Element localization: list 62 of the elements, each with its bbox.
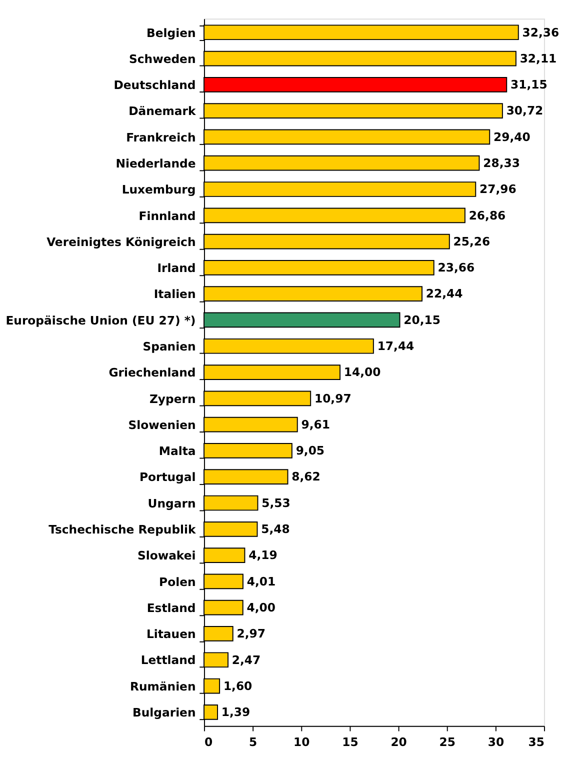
data-label: 4,01 — [246, 574, 276, 588]
y-tick-label: Europäische Union (EU 27) *) — [6, 313, 196, 328]
y-tick-label: Rumänien — [130, 679, 196, 694]
y-tick-label: Slowakei — [137, 548, 196, 563]
x-tick-label: 15 — [342, 734, 358, 749]
x-tick-label: 20 — [390, 734, 407, 749]
y-tick-label: Litauen — [146, 627, 196, 642]
y-tick-label: Belgien — [146, 26, 196, 40]
x-tick-label: 25 — [439, 734, 456, 749]
data-label: 20,15 — [404, 312, 440, 327]
y-tick-label: Finnland — [138, 208, 196, 223]
x-tick-label: 30 — [488, 734, 504, 749]
data-label: 29,40 — [494, 130, 530, 144]
data-label: 31,15 — [510, 78, 548, 92]
x-tick-label: 5 — [249, 734, 258, 749]
data-label: 17,44 — [377, 339, 414, 354]
x-tick-label: 10 — [294, 734, 310, 749]
y-tick-label: Niederlande — [116, 156, 196, 170]
data-label: 10,97 — [314, 391, 352, 406]
data-label: 4,19 — [248, 548, 278, 562]
y-tick-label: Vereinigtes Königreich — [46, 234, 196, 249]
data-label: 32,36 — [522, 25, 560, 40]
data-label: 5,48 — [261, 522, 290, 536]
data-label: 23,66 — [438, 260, 475, 275]
data-label: 22,44 — [426, 286, 463, 301]
data-label: 8,62 — [292, 470, 320, 484]
y-tick-label: Frankreich — [126, 130, 196, 144]
data-label: 26,86 — [468, 208, 506, 222]
y-tick-label: Polen — [159, 574, 196, 589]
y-tick-label: Luxemburg — [122, 182, 196, 197]
y-tick-label: Ungarn — [148, 496, 196, 510]
data-label: 32,11 — [520, 51, 557, 66]
y-tick-label: Deutschland — [114, 78, 196, 92]
x-tick-label: 0 — [204, 734, 213, 749]
y-tick-label: Italien — [154, 287, 196, 302]
y-tick-label: Lettland — [140, 653, 196, 668]
data-label: 14,00 — [344, 365, 381, 380]
y-tick-label: Griechenland — [108, 366, 196, 380]
data-label: 27,96 — [480, 182, 516, 196]
y-tick-label: Spanien — [142, 339, 196, 354]
y-tick-label: Estland — [146, 600, 196, 615]
y-tick-label: Schweden — [129, 52, 196, 66]
data-label: 9,05 — [296, 444, 325, 458]
x-tick-label: 35 — [528, 734, 545, 749]
data-label: 2,47 — [232, 652, 261, 667]
y-tick-label: Malta — [158, 444, 196, 458]
data-label: 1,39 — [221, 705, 250, 720]
data-label: 1,60 — [223, 678, 252, 693]
data-label: 2,97 — [236, 626, 266, 641]
y-tick-label: Irland — [157, 261, 196, 276]
y-tick-label: Dänemark — [128, 104, 196, 118]
y-tick-label: Bulgarien — [132, 706, 196, 720]
data-label: 9,61 — [301, 417, 330, 432]
data-label: 5,53 — [262, 496, 290, 510]
y-tick-label: Tschechische Republik — [48, 522, 196, 537]
data-label: 4,00 — [246, 600, 276, 614]
y-tick-label: Slowenien — [128, 418, 196, 432]
data-label: 25,26 — [453, 234, 490, 248]
y-tick-label: Portugal — [139, 470, 196, 484]
data-label: 30,72 — [506, 104, 544, 118]
data-label: 28,33 — [483, 156, 520, 170]
y-tick-label: Zypern — [149, 392, 196, 406]
